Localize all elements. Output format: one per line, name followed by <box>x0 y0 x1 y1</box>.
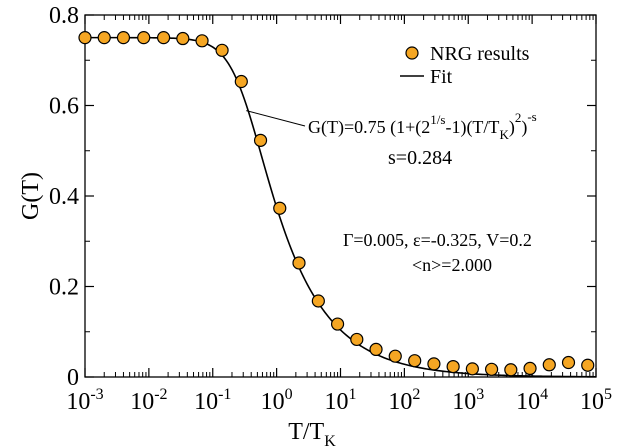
nrg-results-points <box>78 31 595 377</box>
data-point <box>78 31 92 45</box>
data-point <box>484 362 499 376</box>
data-point <box>116 31 131 45</box>
x-tick-label: 10-2 <box>130 386 167 415</box>
data-point <box>176 31 190 46</box>
legend: NRG results Fit <box>400 43 530 88</box>
formula-exp3: -s <box>527 109 536 124</box>
data-point <box>97 31 111 45</box>
y-tick-label: 0.4 <box>49 184 79 210</box>
formula-tail: ) <box>521 117 527 138</box>
y-axis-ticks: 0 0.2 0.4 0.6 0.8 <box>49 3 596 391</box>
x-tick-label: 102 <box>388 386 420 415</box>
data-point <box>561 355 576 370</box>
data-point <box>504 363 518 377</box>
x-axis-label: T/TK <box>288 419 336 446</box>
y-tick-label: 0.2 <box>49 275 79 301</box>
data-point <box>350 332 364 347</box>
legend-fit-label: Fit <box>430 66 453 88</box>
data-point <box>234 74 248 89</box>
formula-exp1: 1/s <box>430 112 445 127</box>
data-point <box>427 357 441 371</box>
legend-nrg-marker <box>405 46 419 60</box>
x-tick-label: 100 <box>261 386 293 415</box>
x-tick-label: 10-1 <box>194 386 231 415</box>
formula-prefix: G(T)=0.75 (1+(2 <box>308 117 430 138</box>
data-point <box>523 361 537 376</box>
x-axis-label-sub: K <box>324 433 336 446</box>
y-tick-label: 0.6 <box>49 94 79 120</box>
y-axis-label: G(T) <box>18 172 44 220</box>
data-point <box>369 342 383 356</box>
data-point <box>408 354 422 368</box>
data-point <box>330 317 345 331</box>
x-tick-label: 10-3 <box>66 386 103 415</box>
formula-middle: -1)(T/T <box>445 117 499 138</box>
y-tick-label: 0.8 <box>49 3 79 29</box>
legend-nrg-label: NRG results <box>430 43 530 65</box>
data-point <box>542 358 556 372</box>
formula-pointer-line <box>246 110 306 127</box>
x-tick-label: 104 <box>516 386 548 415</box>
x-tick-label: 101 <box>325 386 357 415</box>
params-annotation-line2: <n>=2.000 <box>412 255 492 275</box>
x-axis-label-main: T/T <box>288 419 324 445</box>
data-point <box>446 359 460 374</box>
data-point <box>156 31 171 45</box>
data-point <box>137 31 151 45</box>
data-point <box>215 43 229 57</box>
x-tick-label: 103 <box>452 386 484 415</box>
formula-exp2: 2 <box>515 110 522 125</box>
data-point <box>273 201 287 215</box>
data-point <box>581 358 595 372</box>
fit-formula-annotation: G(T)=0.75 (1+(21/s-1)(T/TK)2)-s <box>308 109 537 142</box>
y-tick-label: 0 <box>67 365 79 391</box>
data-point <box>388 349 402 363</box>
data-point <box>311 294 325 308</box>
data-point <box>195 34 209 48</box>
s-value-annotation: s=0.284 <box>388 147 452 169</box>
x-tick-label: 105 <box>580 386 612 415</box>
formula-sub: K <box>499 127 509 142</box>
formula-close: ) <box>509 117 515 138</box>
data-point <box>292 256 306 270</box>
x-axis-ticks: 10-3 10-2 10-1 100 101 102 103 104 105 <box>66 15 612 415</box>
params-annotation-line1: Γ=0.005, ε=-0.325, V=0.2 <box>343 230 532 250</box>
data-point <box>465 362 479 376</box>
data-point <box>253 133 268 147</box>
